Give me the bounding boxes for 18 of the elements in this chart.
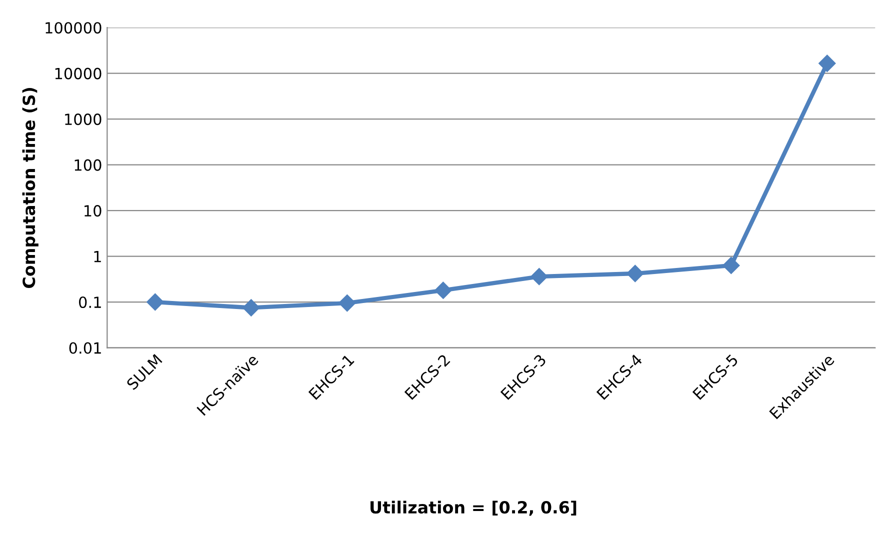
point [338,294,356,312]
x-axis-title: Utilization = [0.2, 0.6] [370,500,576,516]
point [626,264,644,282]
y-axis-title: Computation time (S) [22,88,38,288]
y-tick-label: 10 [84,205,102,217]
y-tick-label: 10000 [55,68,102,80]
y-tick-label: 100000 [46,22,102,34]
point [146,293,164,311]
point [818,54,836,72]
y-tick-label: 0.1 [79,296,101,308]
point [242,299,260,316]
point [530,268,548,286]
y-tick-label: 1 [94,250,101,262]
point [434,282,452,299]
y-tick-label: 0.01 [69,342,101,354]
y-tick-label: 100 [74,159,102,171]
y-tick-label: 1000 [65,114,102,126]
point [722,256,740,274]
